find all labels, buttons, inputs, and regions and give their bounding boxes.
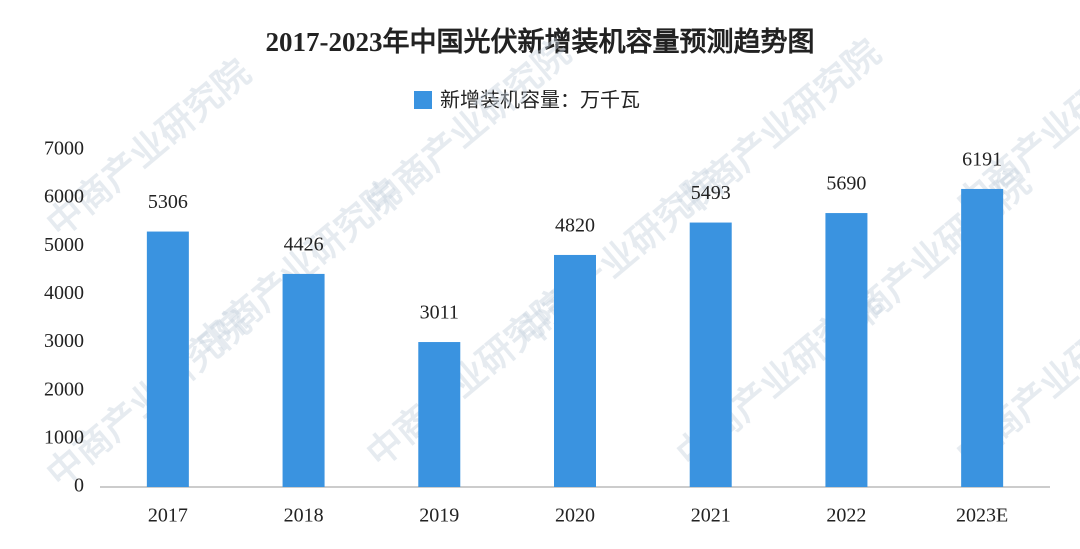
y-tick-label: 2000 — [44, 378, 84, 400]
y-tick-label: 5000 — [44, 234, 84, 256]
x-tick-label: 2023E — [956, 505, 1008, 527]
data-label: 4820 — [555, 215, 595, 237]
y-tick-label: 7000 — [44, 138, 84, 160]
data-label: 5493 — [691, 182, 731, 204]
chart-title: 2017-2023年中国光伏新增装机容量预测趋势图 — [266, 26, 815, 57]
data-label: 6191 — [962, 149, 1002, 171]
bar — [554, 254, 596, 487]
bar — [825, 213, 868, 487]
y-tick-label: 6000 — [44, 186, 84, 208]
y-tick-label: 0 — [74, 475, 84, 497]
data-label: 5306 — [148, 191, 188, 213]
y-tick-label: 1000 — [44, 426, 84, 448]
bar — [282, 273, 325, 487]
x-tick-label: 2021 — [691, 505, 731, 527]
bar — [689, 222, 732, 488]
data-label: 5690 — [826, 173, 866, 195]
data-label: 3011 — [420, 302, 459, 324]
y-tick-label: 3000 — [44, 330, 84, 352]
x-tick-label: 2020 — [555, 505, 595, 527]
x-tick-label: 2019 — [419, 505, 459, 527]
bar — [418, 342, 461, 487]
bar — [146, 231, 189, 487]
legend-label: 新增装机容量：万千瓦 — [440, 88, 640, 112]
y-tick-label: 4000 — [44, 282, 84, 304]
data-label: 4426 — [284, 234, 324, 256]
legend-swatch — [414, 91, 432, 109]
x-tick-label: 2017 — [148, 505, 188, 527]
x-tick-label: 2018 — [284, 505, 324, 527]
bar — [961, 188, 1004, 487]
x-tick-label: 2022 — [826, 505, 866, 527]
